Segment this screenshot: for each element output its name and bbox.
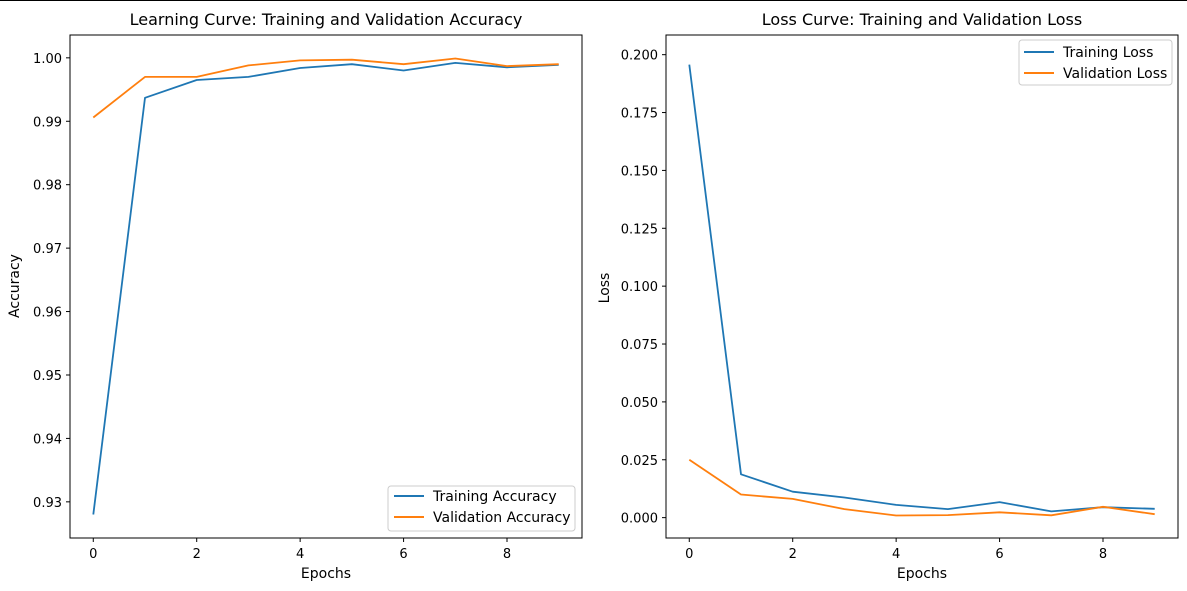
accuracy-x-tick-label: 8 [503,547,511,562]
loss-x-tick-label: 2 [789,547,797,562]
loss-legend-box [1018,39,1173,86]
loss-y-tick-label: 0.000 [621,512,658,527]
loss-chart: Loss Curve: Training and Validation Loss… [597,10,1179,582]
accuracy-y-tick-label: 0.94 [33,432,62,447]
legend-label-training-loss: Training Loss [1062,45,1153,61]
series-line-validation-loss [688,459,1155,517]
accuracy-y-tick-label: 0.93 [33,496,62,511]
loss-y-tick-label: 0.200 [621,49,658,64]
loss-y-tick-label: 0.075 [621,338,658,353]
accuracy-chart-title: Learning Curve: Training and Validation … [130,10,523,29]
loss-x-tick-label: 4 [892,547,900,562]
accuracy-legend[interactable]: Training Accuracy Validation Accuracy [387,485,576,532]
loss-y-tick-label: 0.125 [621,222,658,237]
loss-plot-frame [665,34,1179,539]
loss-y-tick-label: 0.100 [621,280,658,295]
accuracy-x-axis-label: Epochs [301,566,351,582]
series-line-training-accuracy [92,62,559,515]
accuracy-y-tick-label: 1.00 [33,52,62,67]
accuracy-legend-box [387,485,576,532]
loss-ticks: 0 2 4 6 8 0.000 0.025 0.050 0.075 0.100 0.125 0.150… [621,49,1107,562]
loss-y-tick-label: 0.050 [621,396,658,411]
loss-y-tick-label: 0.150 [621,164,658,179]
top-border-line [0,0,1187,1]
legend-label-training-accuracy: Training Accuracy [432,489,557,505]
loss-legend[interactable]: Training Loss Validation Loss [1018,39,1173,86]
legend-label-validation-accuracy: Validation Accuracy [433,510,571,526]
accuracy-y-tick-label: 0.99 [33,115,62,130]
legend-label-validation-loss: Validation Loss [1063,66,1167,82]
accuracy-y-tick-label: 0.96 [33,306,62,321]
loss-x-tick-label: 6 [995,547,1003,562]
loss-x-tick-label: 0 [685,547,693,562]
series-line-validation-accuracy [92,57,559,119]
loss-x-tick-label: 8 [1099,547,1107,562]
accuracy-y-tick-label: 0.98 [33,179,62,194]
loss-x-axis-label: Epochs [897,566,947,582]
series-line-training-loss [688,64,1155,513]
accuracy-y-tick-label: 0.97 [33,242,62,257]
accuracy-x-tick-label: 0 [89,547,97,562]
accuracy-y-tick-label: 0.95 [33,369,62,384]
accuracy-ticks: 0 2 4 6 8 0.93 0.94 0.95 0.96 0.97 0.98 0.99 1.00 [33,52,511,562]
accuracy-plot-frame [69,34,583,539]
accuracy-series [92,57,559,515]
accuracy-x-tick-label: 2 [193,547,201,562]
loss-y-tick-label: 0.175 [621,107,658,122]
accuracy-y-axis-label: Accuracy [7,254,23,318]
accuracy-x-tick-label: 4 [296,547,304,562]
accuracy-chart: Learning Curve: Training and Validation … [7,10,583,582]
loss-y-tick-label: 0.025 [621,454,658,469]
loss-chart-title: Loss Curve: Training and Validation Loss [762,10,1082,29]
loss-series [688,64,1155,517]
accuracy-x-tick-label: 6 [399,547,407,562]
loss-y-axis-label: Loss [597,273,613,304]
